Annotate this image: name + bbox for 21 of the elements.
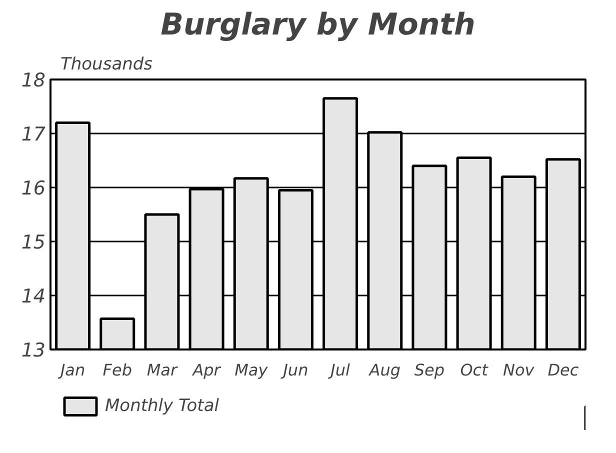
y-tick-label: 14: [21, 286, 46, 308]
legend-label: Monthly Total: [105, 396, 219, 416]
x-tick-label: Apr: [192, 360, 222, 380]
y-tick-label: 17: [21, 124, 46, 146]
y-tick-label: 16: [21, 178, 46, 200]
x-tick-label: Dec: [548, 360, 579, 380]
x-tick-label: Oct: [460, 360, 489, 380]
y-tick-label: 15: [21, 232, 46, 254]
y-axis-title: Thousands: [60, 54, 153, 74]
x-tick-label: Mar: [146, 360, 178, 380]
x-tick-label: Aug: [368, 360, 401, 380]
y-tick-label: 13: [21, 340, 46, 362]
x-tick-label: Nov: [503, 360, 535, 380]
y-tick-label: 18: [21, 70, 46, 92]
x-tick-label: Feb: [102, 360, 132, 380]
chart-title: Burglary by Month: [160, 8, 476, 42]
x-tick-label: May: [234, 360, 268, 380]
x-tick-label: Sep: [414, 360, 445, 380]
x-tick-label: Jul: [328, 360, 350, 380]
x-tick-label: Jan: [57, 360, 86, 380]
x-tick-label: Jun: [280, 360, 308, 380]
